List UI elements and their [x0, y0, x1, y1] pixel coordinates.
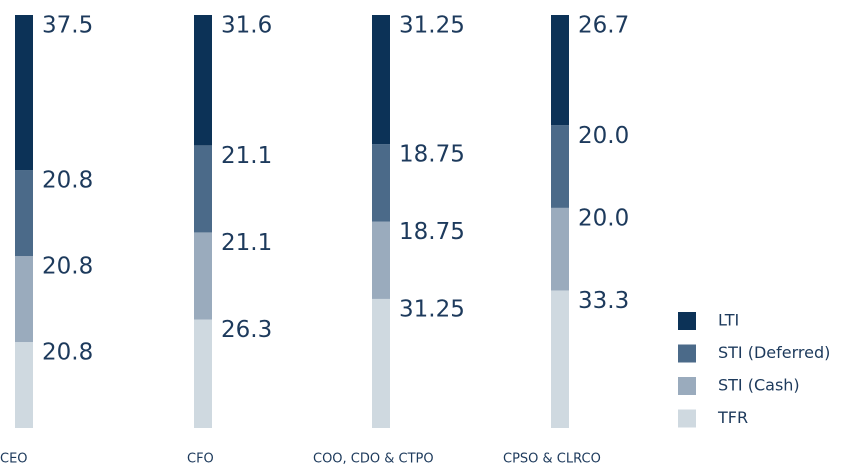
bar-segment [551, 125, 569, 208]
value-label: 31.25 [399, 296, 465, 322]
value-label: 26.3 [221, 317, 272, 343]
bar-segment [551, 207, 569, 291]
bar-segment [194, 319, 212, 428]
x-tick-label: COO, CDO & CTPO [313, 452, 434, 467]
bar-segment [194, 145, 212, 233]
legend-swatch [678, 344, 696, 363]
legend-swatch [678, 377, 696, 395]
value-label: 21.1 [221, 230, 272, 256]
bar-segment [15, 170, 33, 257]
legend-label: STI (Cash) [718, 376, 800, 395]
value-label: 31.25 [399, 13, 465, 39]
bar-segment [372, 15, 390, 145]
bar-segment [372, 221, 390, 299]
bar-segment [551, 15, 569, 126]
x-tick-label: CEO [0, 452, 28, 467]
bar-segment [15, 342, 33, 428]
value-label: 20.8 [42, 168, 93, 194]
bar-segment [194, 15, 212, 146]
bar-segment [15, 256, 33, 343]
legend-swatch [678, 312, 696, 330]
x-tick-label: CPSO & CLRCO [503, 452, 601, 467]
value-label: 20.8 [42, 340, 93, 366]
legend-label: STI (Deferred) [718, 343, 830, 362]
legend-label: TFR [717, 408, 748, 427]
value-label: 20.0 [578, 205, 629, 231]
bar-segment [15, 15, 33, 171]
legend-label: LTI [718, 311, 739, 330]
legend-swatch [678, 409, 696, 428]
value-label: 37.5 [42, 13, 93, 39]
value-label: 21.1 [221, 143, 272, 169]
value-label: 18.75 [399, 219, 465, 245]
value-label: 20.8 [42, 254, 93, 280]
value-label: 31.6 [221, 13, 272, 39]
bar-segment [372, 298, 390, 428]
x-tick-label: CFO [187, 452, 214, 467]
bar-segment [194, 232, 212, 320]
value-label: 18.75 [399, 142, 465, 168]
bar-segment [551, 290, 569, 428]
value-label: 33.3 [578, 288, 629, 314]
value-label: 20.0 [578, 123, 629, 149]
value-label: 26.7 [578, 13, 629, 39]
bar-segment [372, 144, 390, 222]
